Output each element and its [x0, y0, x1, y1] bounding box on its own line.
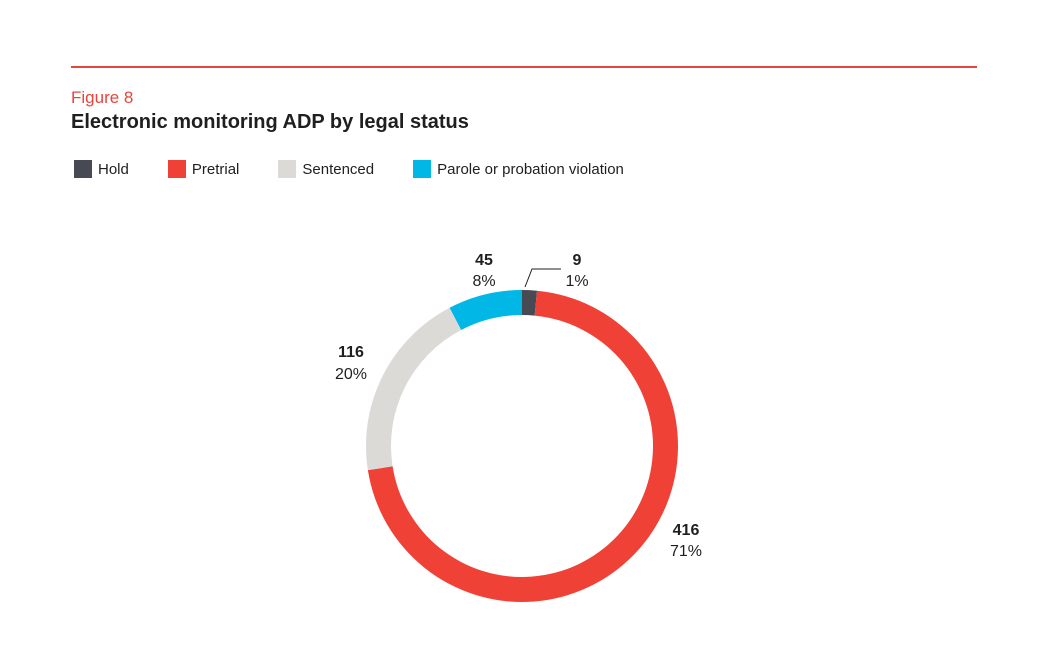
donut-slice-sentenced	[366, 307, 462, 471]
legend-item-sentenced: Sentenced	[278, 160, 374, 178]
legend-label-pretrial: Pretrial	[191, 160, 240, 178]
leader-line-hold	[524, 268, 561, 288]
data-label-count-parole: 45	[475, 252, 493, 269]
figure-label: Figure 8	[71, 88, 134, 107]
legend-label-hold: Hold	[98, 160, 129, 178]
legend-item-parole: Parole or probation violation	[413, 160, 624, 178]
legend-swatch-parole	[413, 160, 432, 178]
data-label-count-pretrial: 416	[673, 522, 700, 539]
legend: Hold Pretrial Sentenced Parole or probat…	[74, 160, 663, 178]
data-label-percent-pretrial: 71%	[670, 543, 702, 560]
data-label-count-hold: 9	[573, 252, 582, 269]
legend-label-sentenced: Sentenced	[302, 160, 375, 178]
legend-swatch-sentenced	[278, 160, 297, 178]
legend-item-hold: Hold	[74, 160, 129, 178]
leader-lines	[524, 268, 561, 288]
donut-slices	[366, 290, 678, 602]
data-labels: 9 1% 416 71% 116 20% 45 8%	[335, 252, 702, 560]
legend-item-pretrial: Pretrial	[167, 160, 240, 178]
data-label-percent-sentenced: 20%	[335, 366, 367, 383]
data-label-percent-parole: 8%	[472, 273, 495, 290]
data-label-percent-hold: 1%	[565, 273, 588, 290]
legend-swatch-pretrial	[167, 160, 186, 178]
top-rule	[71, 66, 977, 68]
chart-title: Electronic monitoring ADP by legal statu…	[71, 111, 469, 133]
donut-slice-hold	[522, 290, 538, 316]
legend-swatch-hold	[74, 160, 92, 178]
donut-slice-parole	[449, 290, 522, 330]
data-label-count-sentenced: 116	[338, 344, 364, 361]
legend-label-parole: Parole or probation violation	[437, 160, 624, 178]
